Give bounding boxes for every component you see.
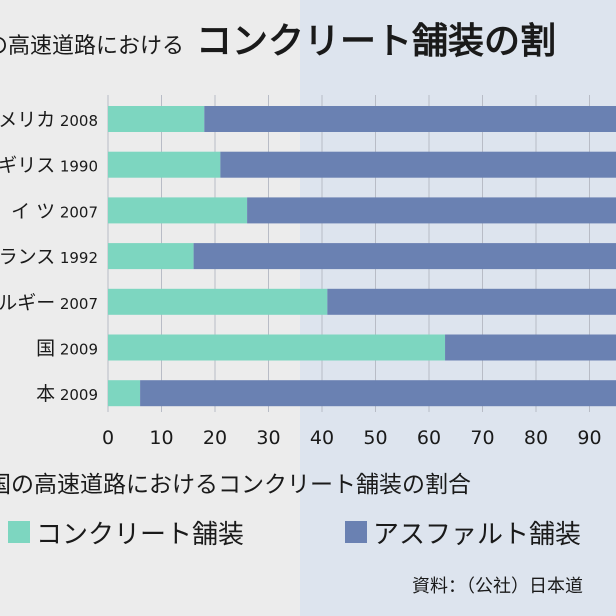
legend-swatch-asphalt <box>345 521 367 543</box>
bar-segment-concrete <box>108 106 205 132</box>
category-country-label: ギリス <box>0 155 55 177</box>
bar-segment-asphalt <box>327 288 616 315</box>
bar-segment-asphalt <box>140 380 616 407</box>
title-main: コンクリート舗装の割 <box>196 21 557 62</box>
bar-segment-concrete <box>108 380 141 407</box>
legend-label-concrete: コンクリート舗装 <box>36 519 245 550</box>
bar-segment-asphalt <box>193 243 616 270</box>
bar-segment-concrete <box>108 288 328 315</box>
x-tick-label: 20 <box>203 427 227 449</box>
category-year-label: 2007 <box>60 295 98 313</box>
x-tick-label: 90 <box>577 427 601 449</box>
bar-segment-asphalt <box>247 197 616 224</box>
bar-segment-asphalt <box>445 334 616 361</box>
category-country-label: 本 <box>36 383 55 405</box>
legend-label-asphalt: アスファルト舗装 <box>373 519 582 550</box>
category-country-label: ルギー <box>0 292 55 314</box>
category-year-label: 1992 <box>60 249 98 267</box>
x-tick-label: 60 <box>417 427 441 449</box>
category-labels: 2008 メリカ 1990 ギリス 2007 イ ツ 1992 ランス 2007 ルギー 2009 国… <box>0 109 98 405</box>
category-year-label: 2009 <box>60 341 98 359</box>
x-tick-label: 40 <box>310 427 334 449</box>
bar-segment-asphalt <box>220 151 616 178</box>
title-prefix: の高速道路における <box>0 34 185 59</box>
x-tick-label: 80 <box>524 427 548 449</box>
x-tick-label: 70 <box>470 427 494 449</box>
bar-segment-concrete <box>108 197 248 224</box>
chart-title: の高速道路における コンクリート舗装の割 <box>0 12 616 72</box>
x-tick-label: 30 <box>256 427 280 449</box>
category-country-label: ランス <box>0 246 55 268</box>
x-tick-label: 10 <box>149 427 173 449</box>
bar-segment-concrete <box>108 151 221 178</box>
bar-segment-concrete <box>108 334 446 361</box>
bars <box>108 106 616 407</box>
legend-item-asphalt: アスファルト舗装 <box>345 512 581 552</box>
chart-caption: 国の高速道路におけるコンクリート舗装の割合 <box>0 472 471 498</box>
category-year-label: 1990 <box>60 158 98 176</box>
x-tick-label: 0 <box>102 427 114 449</box>
source-note: 資料：（公社）日本道 <box>412 576 583 597</box>
category-country-label: メリカ <box>0 109 55 131</box>
x-tick-label: 50 <box>363 427 387 449</box>
category-country-label: イ ツ <box>11 200 55 222</box>
x-axis-ticks: 0 10 20 30 40 50 60 70 80 90 <box>102 427 602 449</box>
legend-item-concrete: コンクリート舗装 <box>8 512 244 552</box>
category-year-label: 2007 <box>60 203 98 221</box>
bar-segment-concrete <box>108 243 194 270</box>
bar-segment-asphalt <box>204 106 616 132</box>
category-country-label: 国 <box>36 338 55 360</box>
category-year-label: 2009 <box>60 386 98 404</box>
legend-swatch-concrete <box>8 521 30 543</box>
category-year-label: 2008 <box>60 112 98 130</box>
